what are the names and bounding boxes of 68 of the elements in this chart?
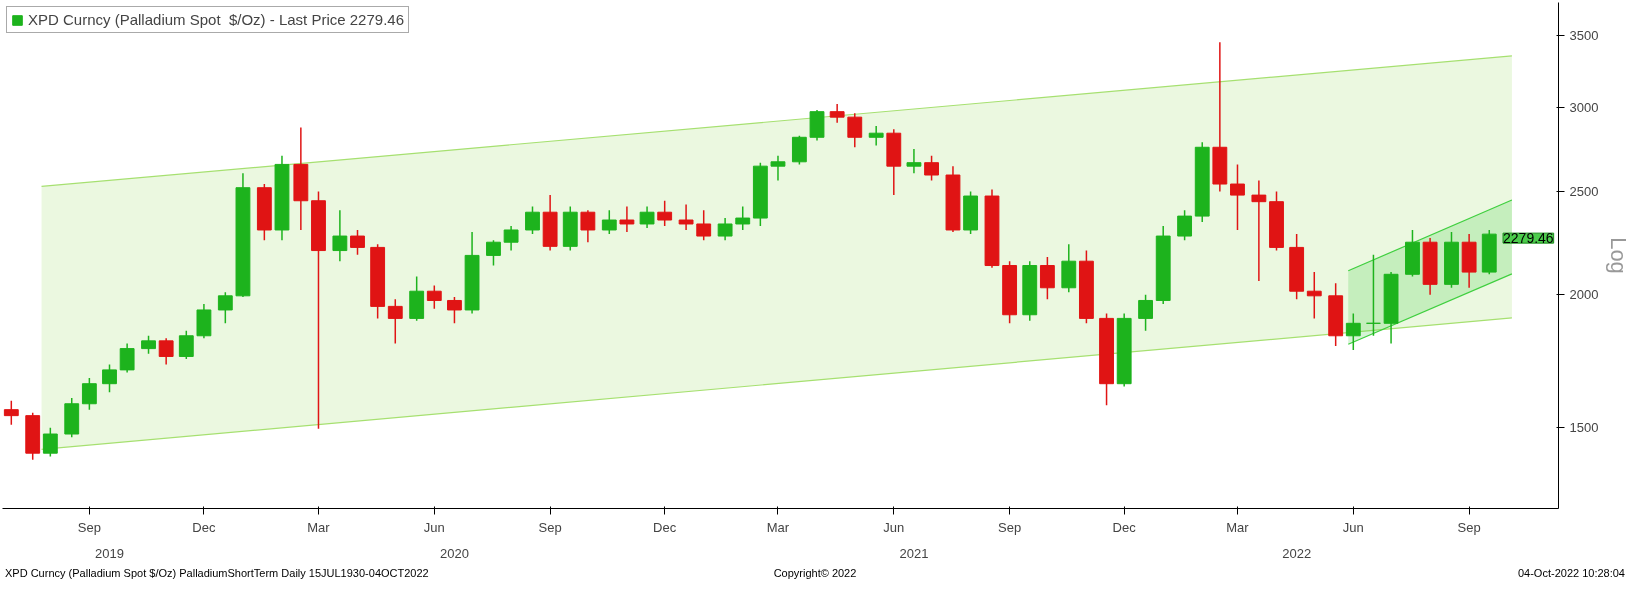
- candlestick: [924, 155, 939, 182]
- candlestick: [1039, 256, 1055, 301]
- candlestick: [657, 199, 673, 227]
- candlestick: [1138, 293, 1153, 332]
- candlestick: [1177, 209, 1193, 241]
- text: 04-Oct-2022 10:28:04: [1516, 566, 1625, 581]
- candlestick: [829, 103, 845, 124]
- candlestick: [332, 209, 348, 262]
- candlestick: [158, 337, 174, 366]
- x2-tick-label: 2020: [439, 545, 469, 561]
- y-tick-label: 3000: [1569, 99, 1599, 115]
- candlestick: [486, 239, 501, 267]
- candlestick: [735, 205, 751, 231]
- x2-tick-label: 2019: [95, 545, 124, 561]
- x-tick-label: Jun: [1342, 519, 1364, 535]
- candlestick: [178, 329, 194, 360]
- candlestick: [525, 205, 540, 235]
- candlestick: [387, 298, 403, 345]
- x-tick-label: Dec: [1112, 519, 1137, 535]
- candlestick: [119, 342, 135, 374]
- candlestick: [1345, 312, 1361, 351]
- candlestick: [1230, 163, 1245, 231]
- candlestick: [102, 363, 117, 393]
- candlestick: [447, 296, 462, 325]
- x2-tick-label: 2022: [1282, 545, 1312, 561]
- x-tick-label: Sep: [77, 519, 101, 535]
- x-tick-label: Dec: [653, 519, 677, 535]
- candlestick: [42, 427, 58, 458]
- x-tick-label: Jun: [883, 519, 905, 535]
- candlestick: [1306, 271, 1322, 320]
- x-tick-label: Dec: [192, 519, 216, 535]
- candlestick: [81, 377, 97, 411]
- y-tick-label: 3500: [1569, 28, 1599, 44]
- candlestick: [770, 155, 786, 182]
- candlestick: [847, 112, 863, 149]
- x-tick-label: Sep: [538, 519, 562, 535]
- candlestick: [601, 209, 617, 235]
- y-tick-label: 2000: [1569, 287, 1599, 303]
- x-tick-label: Mar: [1226, 519, 1250, 535]
- y-tick-label: 2500: [1569, 183, 1599, 199]
- candlestick: [639, 205, 655, 229]
- candlestick: [619, 205, 635, 233]
- x-tick-label: Sep: [1457, 519, 1481, 535]
- x-tick-label: Sep: [998, 519, 1022, 535]
- legend-label: XPD Curncy (Palladium Spot $/Oz) - Last Price 2279.46: [28, 11, 404, 28]
- x-tick-label: Jun: [423, 519, 445, 535]
- candlestick: [1366, 254, 1381, 337]
- candlestick: [717, 217, 733, 241]
- candlestick: [426, 284, 442, 310]
- candlestick: [503, 225, 519, 252]
- x-tick-label: Mar: [307, 519, 331, 535]
- text: XPD Curncy (Palladium Spot $/Oz) PalladiumShortTerm Daily 15JUL1930-04OCT2022: [5, 566, 430, 581]
- y-tick-label: 1500: [1569, 420, 1599, 436]
- candlestick: [906, 148, 922, 174]
- annotation: 2279.46: [1503, 230, 1554, 247]
- candlestick: [868, 125, 884, 147]
- x-tick-label: Mar: [766, 519, 790, 535]
- candlestick: [678, 203, 694, 231]
- candlestick: [217, 291, 233, 325]
- candlestick: [350, 229, 365, 256]
- candlestick: [580, 209, 596, 243]
- candlestick: [1251, 179, 1267, 282]
- candlestick: [141, 335, 156, 355]
- candlestick: [3, 400, 19, 426]
- x2-tick-label: 2021: [899, 545, 929, 561]
- candlestick: [696, 209, 712, 241]
- text: Copyright© 2022: [772, 566, 858, 581]
- y-axis-title: Log: [1606, 237, 1632, 274]
